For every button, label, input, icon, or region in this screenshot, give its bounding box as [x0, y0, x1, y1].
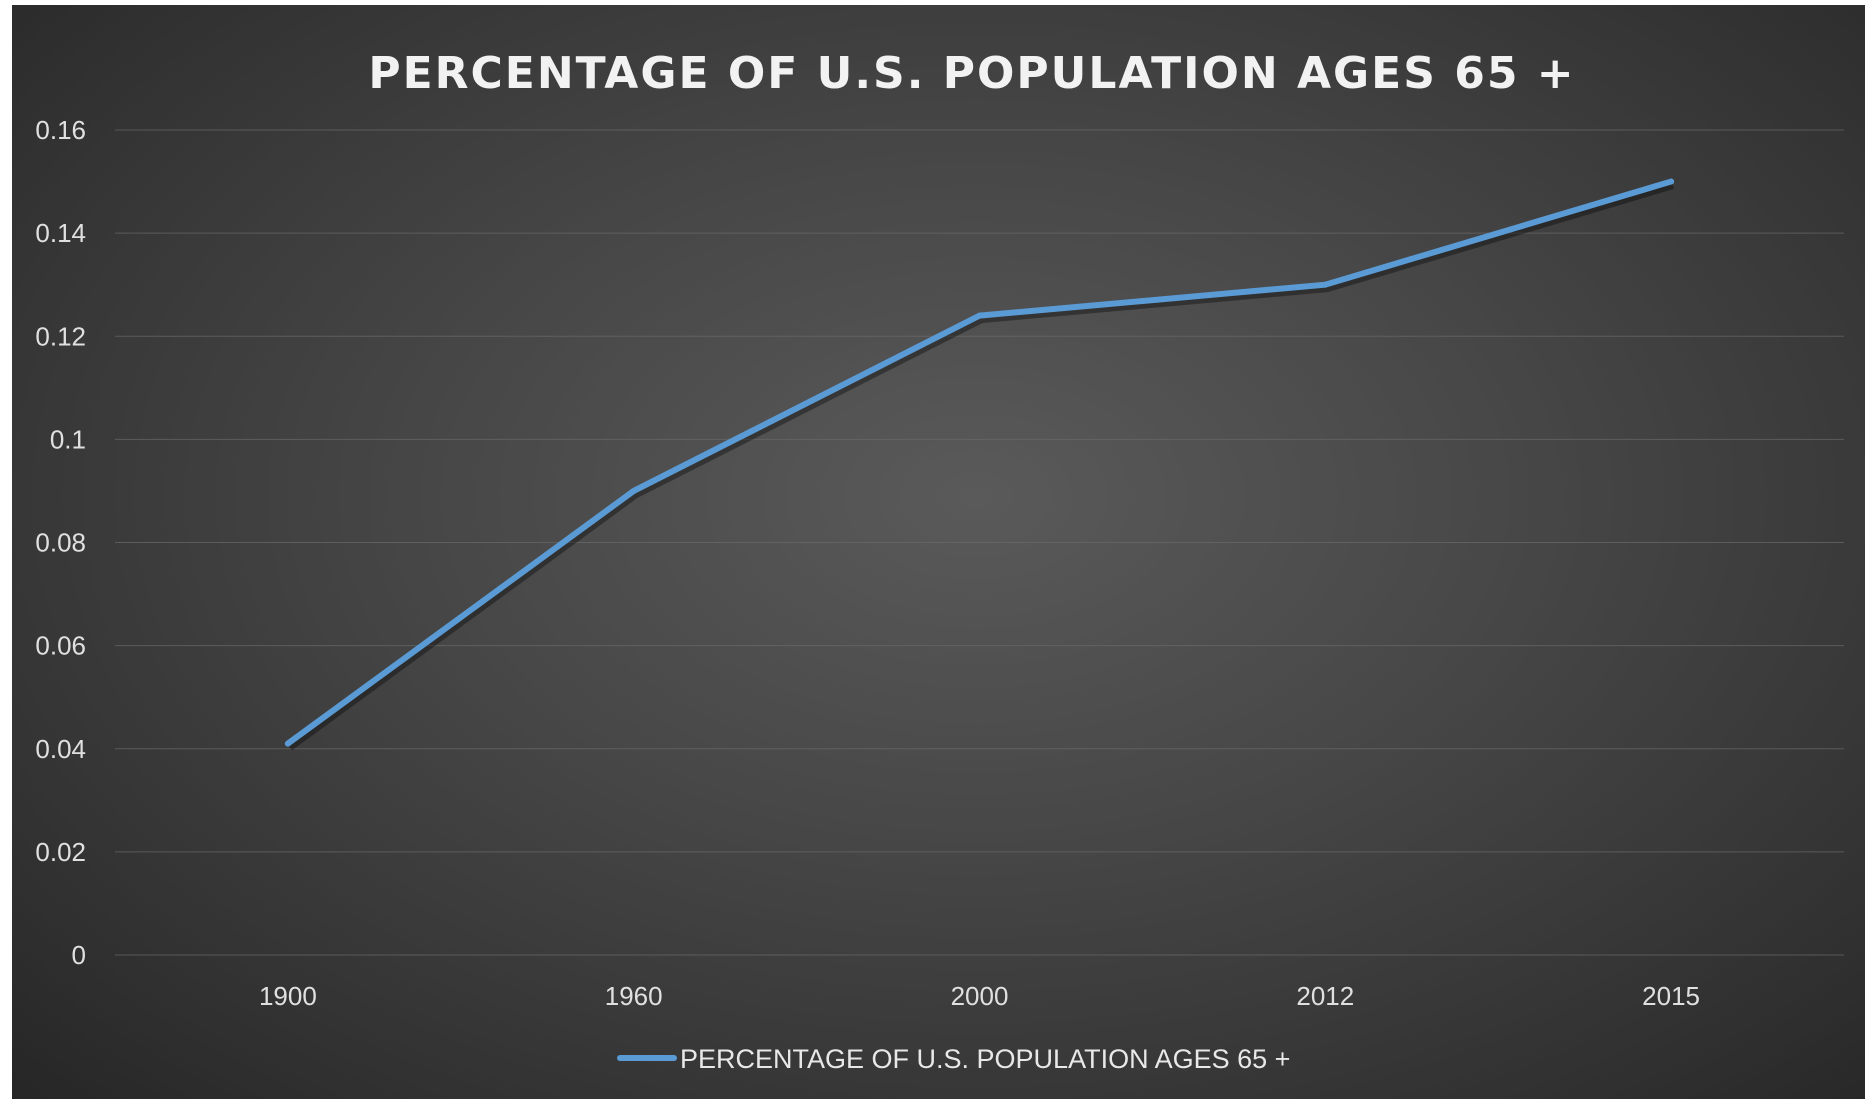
legend-label: PERCENTAGE OF U.S. POPULATION AGES 65 + — [680, 1044, 1290, 1074]
y-tick-label: 0.02 — [35, 837, 86, 867]
data-point — [1322, 281, 1329, 288]
data-point — [976, 312, 983, 319]
gridlines — [115, 129, 1844, 956]
chart-container: PERCENTAGE OF U.S. POPULATION AGES 65 + … — [12, 5, 1865, 1099]
y-axis-tick-labels: 0 0.02 0.04 0.06 0.08 0.1 0.12 0.14 0.16 — [35, 115, 86, 970]
y-tick-label: 0.06 — [35, 631, 86, 661]
data-point — [284, 740, 291, 747]
series-group — [284, 178, 1675, 751]
x-axis-tick-labels: 1900 1960 2000 2012 2015 — [259, 981, 1700, 1011]
x-tick-label: 1900 — [259, 981, 317, 1011]
series-line — [284, 178, 1675, 747]
y-tick-label: 0 — [72, 940, 86, 970]
legend: PERCENTAGE OF U.S. POPULATION AGES 65 + — [617, 1044, 1290, 1074]
data-point — [1668, 178, 1675, 185]
y-tick-label: 0.16 — [35, 115, 86, 145]
line-chart: PERCENTAGE OF U.S. POPULATION AGES 65 + … — [35, 48, 1844, 1074]
y-tick-label: 0.1 — [50, 424, 86, 454]
x-tick-label: 2012 — [1296, 981, 1354, 1011]
x-tick-label: 1960 — [605, 981, 663, 1011]
x-tick-label: 2015 — [1642, 981, 1700, 1011]
y-tick-label: 0.08 — [35, 528, 86, 558]
chart-title: PERCENTAGE OF U.S. POPULATION AGES 65 + — [368, 48, 1575, 99]
y-tick-label: 0.12 — [35, 321, 86, 351]
y-tick-label: 0.04 — [35, 734, 86, 764]
data-point — [630, 487, 637, 494]
y-tick-label: 0.14 — [35, 218, 86, 248]
series-line-shadow — [287, 182, 1675, 751]
x-tick-label: 2000 — [951, 981, 1009, 1011]
